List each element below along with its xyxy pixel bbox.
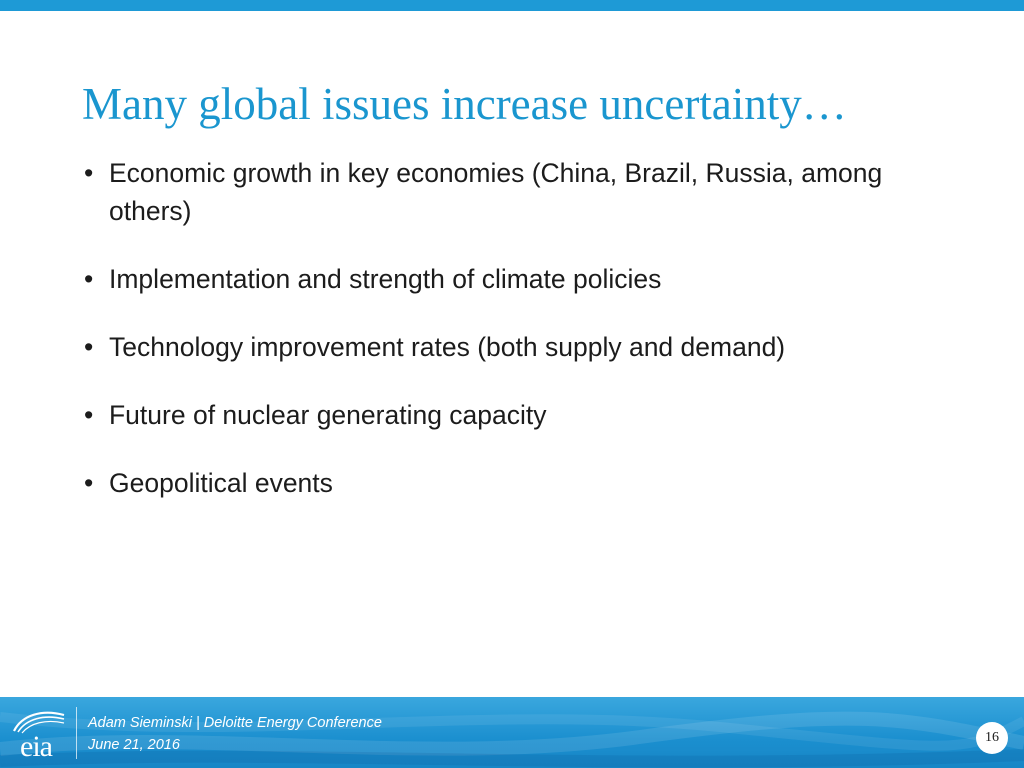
date-line: June 21, 2016 <box>88 737 180 753</box>
logo-swoosh-icon <box>13 711 65 734</box>
bullet-item: Economic growth in key economies (China,… <box>82 154 962 230</box>
footer-wave-decoration <box>0 711 1024 768</box>
top-accent-bar <box>0 0 1024 11</box>
slide-title: Many global issues increase uncertainty… <box>82 79 847 129</box>
bullet-item: Implementation and strength of climate p… <box>82 260 962 298</box>
page-number-badge: 16 <box>976 722 1008 754</box>
bullet-item: Geopolitical events <box>82 464 962 502</box>
eia-logo: eia <box>8 705 68 763</box>
footer-divider <box>76 707 77 759</box>
logo-wordmark: eia <box>20 730 53 763</box>
bullet-list: Economic growth in key economies (China,… <box>82 154 962 532</box>
bullet-item: Technology improvement rates (both suppl… <box>82 328 962 366</box>
slide-footer: eia Adam Sieminski | Deloitte Energy Con… <box>0 697 1024 768</box>
bullet-item: Future of nuclear generating capacity <box>82 396 962 434</box>
presenter-line: Adam Sieminski | Deloitte Energy Confere… <box>88 715 382 731</box>
